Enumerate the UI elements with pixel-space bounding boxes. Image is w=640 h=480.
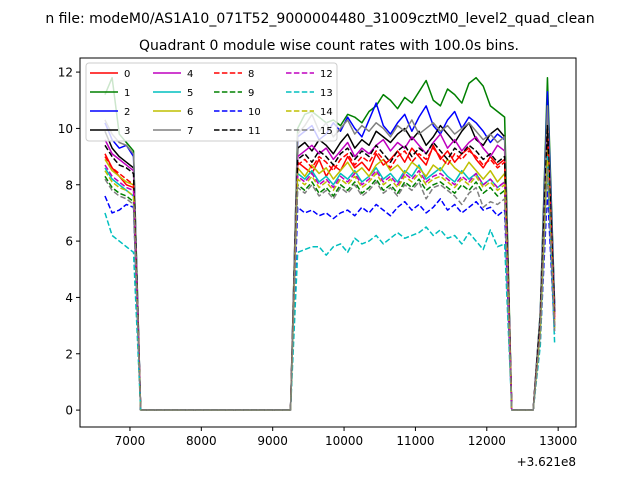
legend-label-12: 12 <box>320 69 333 80</box>
legend-label-1: 1 <box>124 88 130 99</box>
legend-label-15: 15 <box>320 126 333 137</box>
y-tick-label: 8 <box>65 178 73 192</box>
series-line-14 <box>104 158 556 411</box>
legend-label-3: 3 <box>124 126 130 137</box>
legend-label-13: 13 <box>320 88 333 99</box>
y-tick-label: 2 <box>65 347 73 361</box>
legend-label-7: 7 <box>187 126 193 137</box>
x-tick-label: 12000 <box>468 434 506 448</box>
figure-suptitle: n file: modeM0/AS1A10_071T52_9000004480_… <box>45 11 594 27</box>
x-tick-label: 13000 <box>539 434 577 448</box>
legend-label-8: 8 <box>248 69 254 80</box>
series-line-6 <box>104 147 556 411</box>
legend-label-0: 0 <box>124 69 130 80</box>
y-tick-label: 0 <box>65 404 73 418</box>
legend-label-11: 11 <box>248 126 261 137</box>
y-tick-label: 4 <box>65 291 73 305</box>
x-tick-label: 9000 <box>257 434 288 448</box>
legend-label-6: 6 <box>187 107 193 118</box>
legend-box <box>85 62 338 142</box>
axis-ticks: 7000 8000 9000 10000 11000 12000 1300002468101… <box>58 66 578 448</box>
x-tick-label: 7000 <box>115 434 146 448</box>
legend-label-14: 14 <box>320 107 333 118</box>
y-tick-label: 12 <box>58 66 73 80</box>
chart-title: Quadrant 0 module wise count rates with … <box>139 38 519 54</box>
y-tick-label: 6 <box>65 235 73 249</box>
x-tick-label: 8000 <box>186 434 217 448</box>
series-line-15 <box>104 167 556 411</box>
legend-label-5: 5 <box>187 88 193 99</box>
x-tick-label: 11000 <box>396 434 434 448</box>
legend-label-10: 10 <box>248 107 261 118</box>
legend-label-4: 4 <box>187 69 193 80</box>
axes-frame <box>79 57 577 428</box>
y-tick-label: 10 <box>58 122 73 136</box>
series-line-11 <box>104 124 556 411</box>
legend-label-9: 9 <box>248 88 254 99</box>
legend-label-2: 2 <box>124 107 130 118</box>
x-offset-label: +3.621e8 <box>517 455 576 469</box>
x-tick-label: 10000 <box>325 434 363 448</box>
